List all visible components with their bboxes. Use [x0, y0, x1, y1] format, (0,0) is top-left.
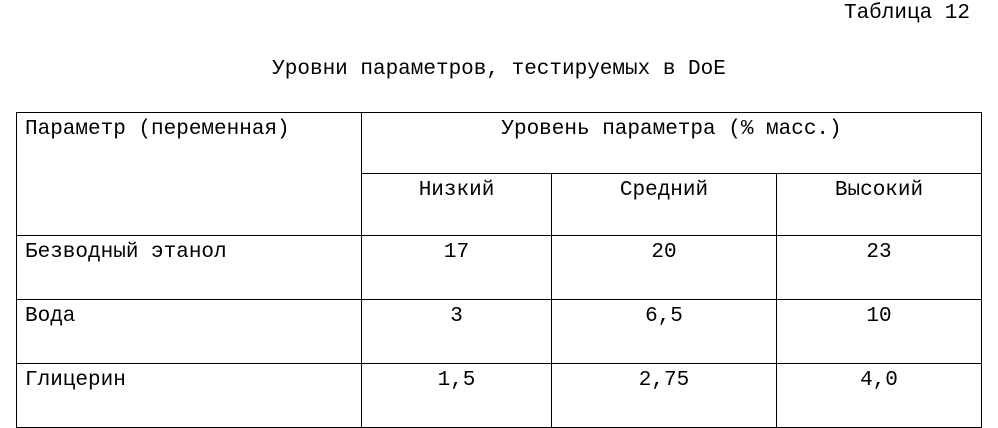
header-level: Уровень параметра (% масс.): [360, 112, 983, 174]
table-number: Таблица 12: [843, 2, 970, 25]
header-parameter: Параметр (переменная): [16, 112, 362, 236]
header-medium: Средний: [551, 173, 777, 236]
cell-low: 17: [361, 235, 552, 300]
subheader-row: Низкий Средний Высокий: [17, 173, 983, 236]
parameters-table: Параметр (переменная) Уровень параметра …: [16, 112, 983, 428]
table-title: Уровни параметров, тестируемых в DoE: [272, 58, 726, 81]
cell-high: 23: [775, 235, 983, 300]
row-label: Глицерин: [16, 363, 362, 428]
table-row: Вода 3 6,5 10: [16, 299, 983, 364]
row-label: Безводный этанол: [16, 235, 362, 300]
cell-medium: 20: [551, 235, 777, 300]
cell-medium: 6,5: [551, 299, 777, 364]
header-row: Параметр (переменная) Уровень параметра …: [16, 112, 983, 236]
cell-low: 3: [361, 299, 552, 364]
header-high: Высокий: [775, 173, 983, 236]
table-row: Глицерин 1,5 2,75 4,0: [16, 363, 983, 428]
cell-medium: 2,75: [551, 363, 777, 428]
cell-high: 10: [775, 299, 983, 364]
row-label: Вода: [16, 299, 362, 364]
table-row: Безводный этанол 17 20 23: [16, 235, 983, 300]
cell-high: 4,0: [775, 363, 983, 428]
cell-low: 1,5: [361, 363, 552, 428]
header-low: Низкий: [361, 173, 552, 236]
